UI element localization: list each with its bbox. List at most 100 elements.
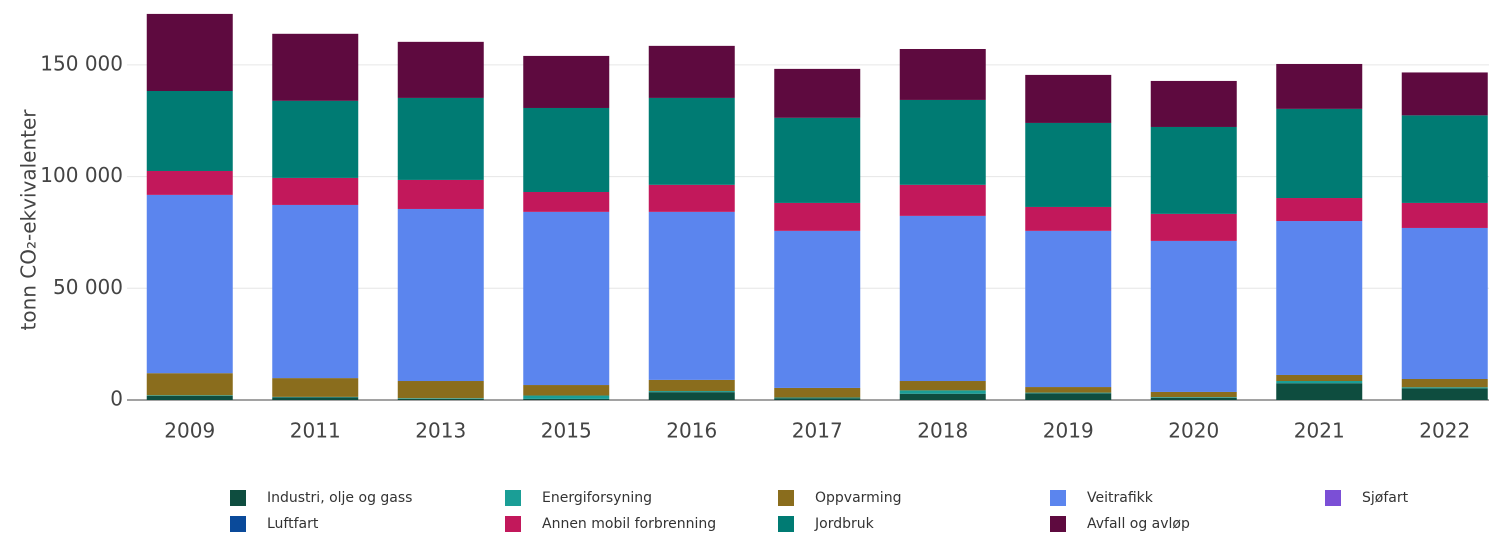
bar-segment [523,211,610,386]
bar-segment [1150,126,1237,214]
bar-segment [397,398,484,400]
bar-segment [899,390,986,394]
bar-segment [523,107,610,192]
x-tick-label: 2018 [917,419,968,443]
bar-segment [523,398,610,400]
bar-segment [146,90,233,171]
bar-segment [1025,387,1112,393]
bar-segment [1401,115,1488,203]
legend-swatch [505,516,521,532]
bar-segment [1150,391,1237,398]
legend-swatch [778,490,794,506]
bar-segment [1401,202,1488,228]
x-tick-label: 2011 [290,419,341,443]
bar-segment [146,194,233,374]
bar-segment [899,99,986,185]
legend-label: Sjøfart [1362,490,1409,506]
bar-segment [397,97,484,180]
bar-segment [1401,388,1488,400]
legend-swatch [505,490,521,506]
bar-segment [1150,213,1237,241]
bar-segment [272,33,359,101]
bar-segment [774,230,861,388]
bar-segment [648,392,735,400]
legend-swatch [230,516,246,532]
bar-segment [146,13,233,91]
legend-label: Energiforsyning [542,490,652,506]
y-tick-label: 50 000 [53,275,123,299]
bar-segment [1276,63,1363,109]
bar-segment [397,381,484,399]
y-axis-title: tonn CO₂-ekvivalenter [17,109,41,331]
bar-segment [1276,198,1363,222]
bar-segment [146,170,233,195]
bar-segment [899,215,986,382]
legend-label: Avfall og avløp [1087,516,1190,532]
x-tick-label: 2013 [415,419,466,443]
legend-label: Veitrafikk [1087,490,1154,506]
bar-segment [1150,397,1237,400]
bar-segment [523,191,610,212]
bar-segment [272,204,359,379]
bar-segment [1025,392,1112,394]
legend-label: Jordbruk [814,516,875,532]
legend-swatch [778,516,794,532]
bar-segment [523,395,610,399]
y-tick-label: 100 000 [40,163,123,187]
bar-segment [146,395,233,396]
bar-segment [1401,378,1488,388]
bar-segment [774,398,861,400]
x-tick-label: 2009 [164,419,215,443]
bar-segment [272,397,359,400]
bar-segment [1150,240,1237,392]
x-tick-label: 2017 [792,419,843,443]
bar-segment [272,378,359,397]
x-tick-label: 2019 [1043,419,1094,443]
bar-segment [648,97,735,185]
bar-segment [774,397,861,399]
legend-label: Industri, olje og gass [267,490,412,506]
bar-segment [397,41,484,98]
bar-segment [648,211,735,380]
bar-segment [648,379,735,392]
y-tick-label: 150 000 [40,51,123,75]
bar-segment [774,68,861,118]
x-tick-label: 2022 [1419,419,1470,443]
bar-segment [774,117,861,203]
legend-label: Annen mobil forbrenning [542,516,716,532]
bar-segment [648,391,735,393]
legend-swatch [1050,490,1066,506]
bar-segment [1401,72,1488,116]
bar-segment [899,48,986,100]
bar-segment [1276,108,1363,199]
bar-segment [1276,374,1363,382]
bar-segment [899,381,986,391]
legend-label: Luftfart [267,516,319,532]
bar-segment [397,398,484,399]
bar-segment [899,393,986,400]
x-tick-label: 2020 [1168,419,1219,443]
bar-segment [1276,383,1363,400]
bar-segment [1276,381,1363,384]
x-tick-label: 2016 [666,419,717,443]
bar-segment [1025,393,1112,400]
bar-segment [899,184,986,216]
bar-segment [774,202,861,231]
legend-swatch [1050,516,1066,532]
bar-segment [1025,230,1112,388]
bar-segment [648,45,735,98]
bar-segment [397,179,484,209]
bar-segment [1025,206,1112,231]
bar-segment [146,373,233,396]
bar-segment [1276,221,1363,375]
y-tick-label: 0 [110,387,123,411]
bar-segment [397,208,484,382]
bar-segment [774,387,861,398]
bar-segment [272,177,359,205]
bar-segment [146,395,233,400]
legend-label: Oppvarming [815,490,901,506]
legend-swatch [1325,490,1341,506]
bar-segment [272,100,359,178]
x-tick-label: 2021 [1294,419,1345,443]
x-tick-label: 2015 [541,419,592,443]
